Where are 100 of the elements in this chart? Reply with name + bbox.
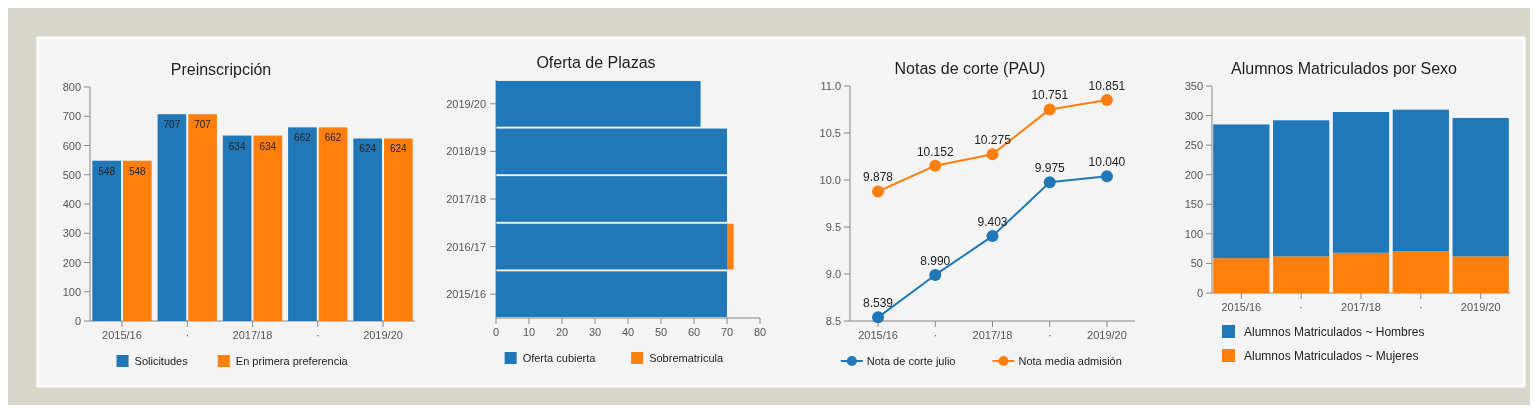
bar <box>253 135 283 321</box>
point <box>1043 103 1056 116</box>
data-label: 9.878 <box>863 170 894 185</box>
bar <box>1452 256 1509 293</box>
bar <box>496 80 701 127</box>
x-tick-label: 0 <box>492 326 500 338</box>
x-tick-label: 2019/20 <box>363 329 403 341</box>
bar <box>496 271 727 318</box>
y-tick-label: 400 <box>62 198 81 210</box>
bar <box>1332 112 1390 253</box>
x-tick-label: 2017/18 <box>1341 301 1381 313</box>
y-tick-label: 2018/19 <box>446 145 486 158</box>
point <box>986 230 999 243</box>
y-tick-label: 0 <box>1196 287 1203 299</box>
bar <box>496 223 727 270</box>
chart-title: Oferta de Plazas <box>536 54 656 71</box>
legend-label: Sobrematricula <box>649 352 725 364</box>
bar <box>1452 117 1509 257</box>
x-tick-label: 50 <box>654 326 668 338</box>
y-tick-label: 2016/17 <box>446 240 486 253</box>
data-label: 10.751 <box>1031 88 1069 103</box>
data-label: 548 <box>98 165 116 177</box>
point <box>986 148 999 161</box>
bar <box>157 114 187 321</box>
y-tick-label: 300 <box>1184 109 1203 122</box>
data-label: 624 <box>359 143 377 155</box>
legend-label: Alumnos Matriculados ~ Mujeres <box>1244 349 1419 363</box>
x-tick-label: 2015/16 <box>1221 301 1262 313</box>
point <box>1043 176 1056 189</box>
point <box>872 185 885 198</box>
legend-label: Nota de corte julio <box>866 355 956 367</box>
data-label: 662 <box>324 132 342 144</box>
data-label: 707 <box>194 119 212 131</box>
x-tick-label: 2015/16 <box>858 329 898 341</box>
chart-title: Alumnos Matriculados por Sexo <box>1231 60 1458 77</box>
x-tick-label: 80 <box>753 326 767 338</box>
bar <box>353 138 383 321</box>
y-tick-label: 10.0 <box>819 174 841 186</box>
x-tick-label: 20 <box>555 326 569 338</box>
bar <box>1213 124 1270 259</box>
data-label: 10.275 <box>974 133 1012 148</box>
y-tick-label: 200 <box>62 256 81 269</box>
y-tick-label: 2017/18 <box>446 193 486 205</box>
x-tick-label: · <box>1419 301 1423 313</box>
legend-label: Solicitudes <box>134 355 189 367</box>
data-label: 8.990 <box>920 253 951 268</box>
x-tick-label: 2017/18 <box>232 329 273 341</box>
data-label: 10.851 <box>1088 79 1126 94</box>
data-label: 624 <box>390 143 408 155</box>
point <box>1100 94 1113 107</box>
bar <box>92 160 121 321</box>
y-tick-label: 500 <box>62 168 81 181</box>
x-tick-label: 2017/18 <box>972 329 1013 341</box>
y-tick-label: 100 <box>1184 227 1203 240</box>
bar <box>1332 252 1390 293</box>
legend-label: En primera preferencia <box>235 355 349 367</box>
point <box>1100 170 1113 183</box>
bar <box>188 114 217 321</box>
y-tick-label: 2015/16 <box>446 288 486 301</box>
bar <box>1213 258 1270 293</box>
y-tick-label: 100 <box>62 285 81 298</box>
point <box>929 159 942 172</box>
y-tick-label: 150 <box>1184 198 1203 211</box>
bar <box>318 127 348 321</box>
data-label: 8.539 <box>863 296 894 311</box>
data-label: 9.403 <box>977 215 1008 230</box>
bar <box>1273 120 1330 257</box>
bar <box>1273 256 1330 293</box>
x-tick-label: 40 <box>621 326 635 338</box>
data-label: 9.975 <box>1034 161 1066 176</box>
y-tick-label: 300 <box>62 227 81 240</box>
y-tick-label: 600 <box>62 139 81 152</box>
bar <box>496 176 727 222</box>
x-tick-label: 2019/20 <box>1087 329 1127 341</box>
legend-label: Nota media admisión <box>1018 355 1122 367</box>
bar <box>727 223 734 270</box>
x-tick-label: 10 <box>522 326 536 338</box>
x-tick-label: 2019/20 <box>1460 301 1501 313</box>
x-tick-label: 2015/16 <box>102 329 142 341</box>
data-label: 548 <box>128 165 147 177</box>
y-tick-label: 200 <box>1184 168 1203 181</box>
data-label: 662 <box>294 132 312 144</box>
x-tick-label: · <box>315 329 320 341</box>
x-tick-label: · <box>185 329 190 341</box>
bar <box>222 135 252 321</box>
y-tick-label: 0 <box>74 315 81 327</box>
x-tick-label: · <box>933 329 938 341</box>
y-tick-label: 2019/20 <box>446 97 486 110</box>
point <box>872 311 885 324</box>
x-tick-label: · <box>1047 329 1052 341</box>
data-label: 634 <box>228 140 246 152</box>
chart-title: Preinscripción <box>170 61 272 78</box>
bar <box>1392 109 1449 252</box>
y-tick-label: 8.5 <box>825 315 841 327</box>
data-label: 707 <box>163 119 181 131</box>
y-tick-label: 250 <box>1184 139 1203 152</box>
bar <box>288 127 317 321</box>
y-tick-label: 350 <box>1184 80 1203 92</box>
x-tick-label: 70 <box>720 326 734 338</box>
data-label: 10.152 <box>916 144 954 159</box>
